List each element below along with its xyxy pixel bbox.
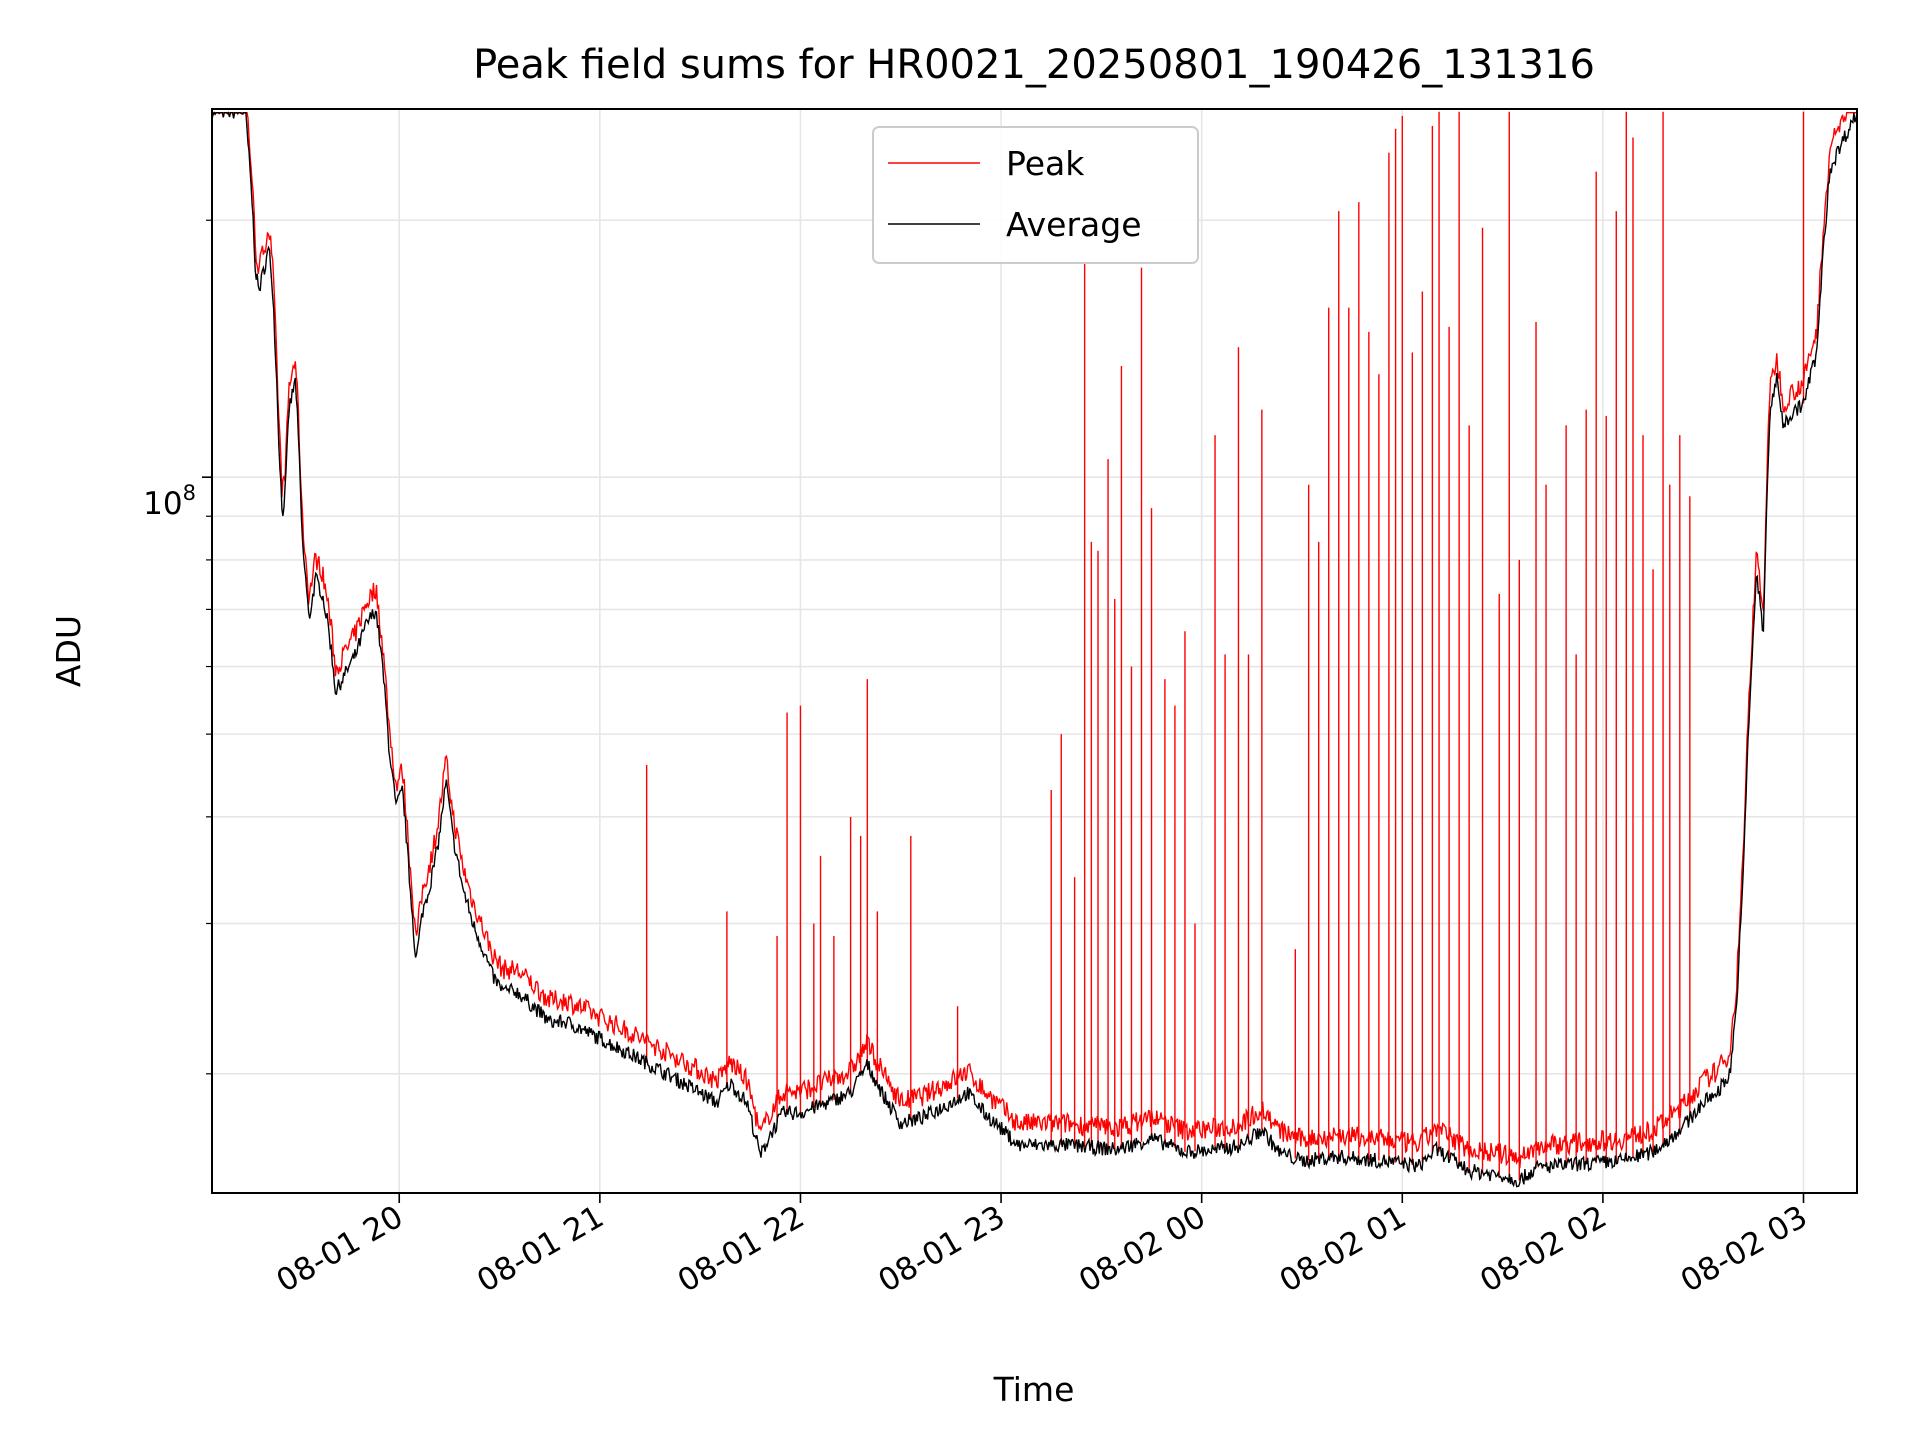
plot-area-frame [211, 108, 1858, 1194]
y-tick-label-1e8: 108 [143, 481, 196, 522]
y-tick-base: 10 [143, 486, 182, 522]
series-average-line [211, 111, 1858, 1188]
series-peak-line [212, 112, 1857, 1168]
legend-label-average: Average [1006, 205, 1142, 244]
legend-label-peak: Peak [1006, 144, 1085, 183]
y-axis-label: ADU [49, 615, 88, 687]
y-tick-exponent: 8 [183, 481, 196, 505]
chart-title: Peak field sums for HR0021_20250801_1904… [473, 42, 1595, 88]
legend-box [872, 126, 1199, 264]
x-axis-label: Time [993, 1370, 1075, 1409]
series-layer [211, 111, 1858, 1188]
legend: Peak Average [872, 126, 1199, 264]
